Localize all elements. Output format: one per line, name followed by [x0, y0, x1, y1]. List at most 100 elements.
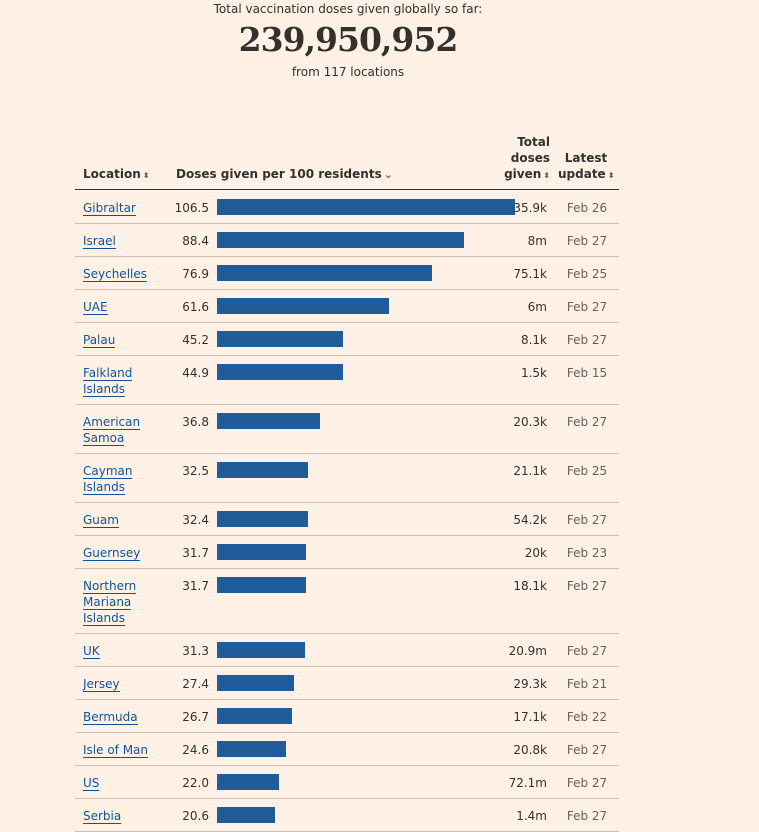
doses-bar — [217, 364, 343, 380]
total-doses-header[interactable]: Total doses given ⬍ — [496, 134, 550, 184]
latest-update-value: Feb 27 — [566, 513, 608, 527]
latest-update-value: Feb 27 — [566, 415, 608, 429]
total-doses-value: 8m — [527, 234, 547, 248]
total-doses-value: 6m — [527, 300, 547, 314]
location-link-text: Palau — [83, 333, 116, 348]
doses-value: 27.4 — [182, 677, 209, 691]
location-link[interactable]: Isle of Man — [83, 742, 163, 758]
latest-update-value: Feb 26 — [566, 201, 608, 215]
latest-header-line2: update — [558, 167, 606, 181]
total-doses-value: 21.1k — [513, 464, 547, 478]
doses-bar — [217, 774, 279, 790]
latest-update-value: Feb 27 — [566, 333, 608, 347]
doses-value: 36.8 — [182, 415, 209, 429]
table-row: Palau 45.2 8.1k Feb 27 — [75, 322, 619, 356]
total-doses-value: 20k — [524, 546, 547, 560]
location-link[interactable]: UK — [83, 643, 163, 659]
table-row: Northern Mariana Islands 31.7 18.1k Feb 27 — [75, 568, 619, 634]
location-link-text: Gibraltar — [83, 201, 136, 216]
latest-update-value: Feb 25 — [566, 267, 608, 281]
table-row: Cayman Islands 32.5 21.1k Feb 25 — [75, 453, 619, 503]
latest-update-value: Feb 25 — [566, 464, 608, 478]
location-link-text: Bermuda — [83, 710, 138, 725]
total-doses-value: 20.8k — [513, 743, 547, 757]
doses-header[interactable]: Doses given per 100 residents ⌄ — [176, 166, 393, 183]
total-header-line3: given — [504, 167, 542, 181]
location-link[interactable]: Jersey — [83, 676, 163, 692]
sort-icon: ⬍ — [607, 171, 615, 180]
table-row: Gibraltar 106.5 35.9k Feb 26 — [75, 190, 619, 224]
doses-bar — [217, 199, 515, 215]
location-link[interactable]: Guernsey — [83, 545, 163, 561]
doses-bar — [217, 298, 389, 314]
location-link-text: Cayman Islands — [83, 464, 133, 495]
doses-bar — [217, 232, 464, 248]
table-row: US 22.0 72.1m Feb 27 — [75, 765, 619, 799]
table-row: Serbia 20.6 1.4m Feb 27 — [75, 798, 619, 832]
sort-icon: ⬍ — [142, 171, 150, 180]
doses-value: 88.4 — [182, 234, 209, 248]
latest-update-value: Feb 27 — [566, 234, 608, 248]
location-link[interactable]: Gibraltar — [83, 200, 163, 216]
sort-icon: ⬍ — [543, 171, 550, 180]
doses-bar — [217, 807, 275, 823]
summary-subtitle: from 117 locations — [291, 65, 405, 79]
total-doses-value: 1.5k — [520, 366, 547, 380]
doses-value: 45.2 — [182, 333, 209, 347]
doses-bar — [217, 544, 306, 560]
location-link[interactable]: American Samoa — [83, 414, 163, 446]
total-doses-value: 20.3k — [513, 415, 547, 429]
location-link[interactable]: Cayman Islands — [83, 463, 163, 495]
total-header-line2: doses — [510, 151, 550, 165]
table-row: Falkland Islands 44.9 1.5k Feb 15 — [75, 355, 619, 405]
latest-update-value: Feb 27 — [566, 809, 608, 823]
location-link-text: Guernsey — [83, 546, 141, 561]
latest-update-value: Feb 27 — [566, 300, 608, 314]
total-doses-value: 20.9m — [508, 644, 547, 658]
latest-update-header[interactable]: Latest update ⬍ — [558, 150, 614, 184]
location-link-text: UK — [83, 644, 100, 659]
location-link[interactable]: UAE — [83, 299, 163, 315]
location-link-text: UAE — [83, 300, 108, 315]
location-link[interactable]: Falkland Islands — [83, 365, 163, 397]
location-header-label: Location — [83, 167, 141, 181]
total-doses-value: 35.9k — [513, 201, 547, 215]
doses-value: 61.6 — [182, 300, 209, 314]
location-link[interactable]: Palau — [83, 332, 163, 348]
doses-bar — [217, 265, 432, 281]
doses-value: 76.9 — [182, 267, 209, 281]
doses-bar — [217, 642, 305, 658]
table-row: Bermuda 26.7 17.1k Feb 22 — [75, 699, 619, 733]
location-link[interactable]: Northern Mariana Islands — [83, 578, 163, 626]
location-link[interactable]: Guam — [83, 512, 163, 528]
table-row: Isle of Man 24.6 20.8k Feb 27 — [75, 732, 619, 766]
doses-bar — [217, 577, 306, 593]
summary-total: 239,950,952 — [238, 20, 459, 59]
location-header[interactable]: Location ⬍ — [83, 166, 149, 184]
doses-value: 32.5 — [182, 464, 209, 478]
total-doses-value: 72.1m — [508, 776, 547, 790]
location-link-text: Jersey — [83, 677, 120, 692]
location-link[interactable]: Serbia — [83, 808, 163, 824]
location-link-text: Guam — [83, 513, 119, 528]
location-link-text: Israel — [83, 234, 116, 249]
table-row: American Samoa 36.8 20.3k Feb 27 — [75, 404, 619, 454]
doses-bar — [217, 708, 292, 724]
table-row: UAE 61.6 6m Feb 27 — [75, 289, 619, 323]
latest-update-value: Feb 27 — [566, 579, 608, 593]
location-link[interactable]: Bermuda — [83, 709, 163, 725]
table-row: Jersey 27.4 29.3k Feb 21 — [75, 666, 619, 700]
doses-header-label: Doses given per 100 residents — [176, 167, 382, 181]
location-link[interactable]: Seychelles — [83, 266, 163, 282]
latest-update-value: Feb 22 — [566, 710, 608, 724]
summary-label: Total vaccination doses given globally s… — [213, 2, 483, 16]
total-doses-value: 17.1k — [513, 710, 547, 724]
location-link-text: American Samoa — [83, 415, 141, 446]
location-link[interactable]: US — [83, 775, 163, 791]
location-link-text: US — [83, 776, 100, 791]
doses-value: 24.6 — [182, 743, 209, 757]
location-link[interactable]: Israel — [83, 233, 163, 249]
doses-value: 20.6 — [182, 809, 209, 823]
doses-bar — [217, 511, 308, 527]
latest-update-value: Feb 15 — [566, 366, 608, 380]
